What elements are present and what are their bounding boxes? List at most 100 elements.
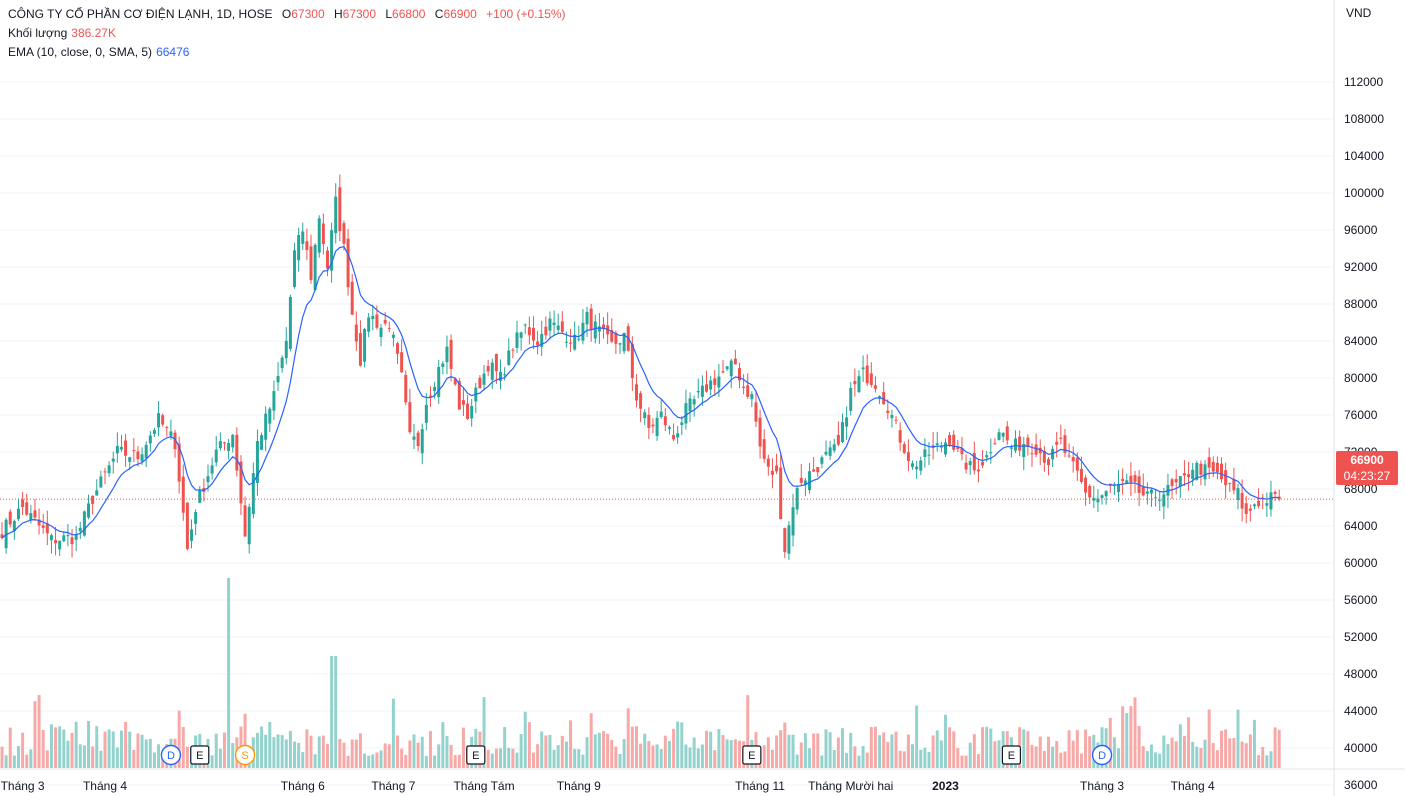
candle-body [981,461,985,466]
candle-body [531,327,535,341]
candle-body [16,508,20,520]
candle-body [573,334,577,350]
time-tick-label: Tháng 4 [1171,779,1215,793]
price-tick-label: 48000 [1344,667,1378,681]
volume-bar [284,739,288,768]
candle-body [1100,495,1104,499]
volume-bar [1224,729,1228,768]
volume-bar [997,740,1001,768]
volume-bar [1162,735,1166,768]
volume-bar [799,742,803,768]
candle-body [437,367,441,398]
dividend-marker [1091,744,1113,766]
volume-bar [688,747,692,768]
candle-body [667,427,671,429]
candle-body [247,506,251,545]
candle-body [70,537,74,545]
volume-bar [115,747,119,768]
volume-bar [581,754,585,768]
candle-body [313,244,317,291]
volume-bar [943,714,947,768]
candle-body [948,435,952,445]
candle-body [803,480,807,486]
change-value: +100 (+0.15%) [486,7,566,21]
candle-body [993,443,997,445]
candle-body [1038,447,1042,454]
legend-volume-row[interactable]: Khối lượng 386.27K [8,24,566,43]
candle-body [783,528,787,553]
earnings-marker [742,745,762,765]
volume-bar [762,745,766,768]
time-tick-label: Tháng 4 [83,779,127,793]
candle-body [342,223,346,244]
candle-body [54,540,58,544]
volume-bar [643,733,647,768]
candle-body [985,455,989,458]
volume-bar [507,747,511,768]
candle-body [383,319,387,324]
volume-bar [457,754,461,768]
time-tick-label: 2023 [932,779,959,793]
volume-bar [878,735,882,768]
candle-body [424,404,428,423]
candle-body [1141,485,1145,496]
volume-bar [1149,744,1153,768]
candle-body [1071,457,1075,462]
candle-body [902,444,906,453]
candlesticks [0,174,1281,560]
candle-body [832,444,836,451]
candle-body [140,454,144,462]
volume-bar [243,713,247,768]
volume-bar [700,744,704,768]
candle-body [853,380,857,385]
volume-bar [915,705,919,768]
candle-body [1059,437,1063,439]
candle-body [124,440,128,456]
high-value: 67300 [342,7,377,21]
volume-bar [41,730,45,768]
volume-bar [140,734,144,768]
legend-ema-row[interactable]: EMA (10, close, 0, SMA, 5) 66476 [8,43,566,62]
candle-body [540,333,544,347]
volume-bar [358,733,362,768]
volume-bar [927,751,931,768]
candle-body [1162,494,1166,507]
symbol-title[interactable]: CÔNG TY CỔ PHẦN CƠ ĐIỆN LẠNH, 1D, HOSE [8,7,273,21]
price-tick-label: 112000 [1344,75,1383,89]
candle-body [952,434,956,450]
candle-body [461,400,465,405]
candle-body [190,529,194,541]
candle-body [391,334,395,338]
candle-body [1232,478,1236,491]
volume-bar [511,748,515,768]
candle-body [408,402,412,433]
candle-body [82,511,86,536]
volume-bar [227,578,231,768]
volume-bar [667,741,671,768]
volume-bar [898,750,902,768]
volume-bar [684,744,688,768]
volume-bar [1088,736,1092,768]
volume-bar [313,754,317,768]
volume-bar [1269,751,1273,768]
volume-bar [449,744,453,768]
candle-body [746,385,750,397]
volume-bar [1228,738,1232,768]
volume-bar [503,727,507,768]
candle-body [630,343,634,378]
volume-bar [886,741,890,768]
volume-bar [853,746,857,768]
candle-body [1257,500,1261,507]
candle-body [260,435,264,450]
volume-bar [441,722,445,768]
volume-bar [993,741,997,768]
candle-body [614,332,618,344]
candle-body [597,326,601,332]
volume-bar [400,748,404,768]
volume-bar [536,744,540,768]
time-axis[interactable]: Tháng 3 Tháng 4 Tháng 6 Tháng 7 Tháng Tám Thá… [1,779,1215,793]
candle-body [705,384,709,392]
volume-bar [103,731,107,768]
